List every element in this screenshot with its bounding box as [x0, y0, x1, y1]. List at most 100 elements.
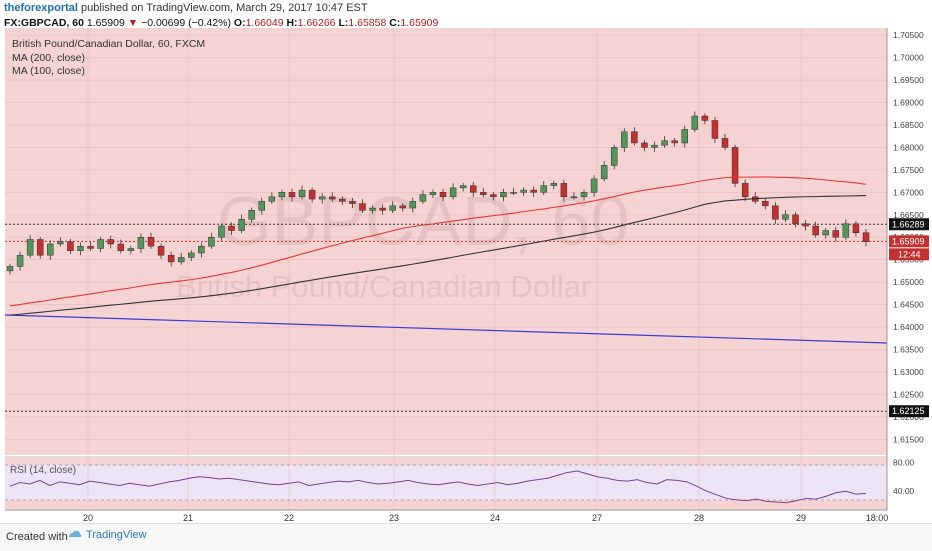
- candle-body: [832, 230, 840, 238]
- high-value: 1.66266: [297, 17, 336, 29]
- candle-body: [228, 225, 235, 231]
- time-tick-label: 27: [592, 513, 602, 523]
- candle-body: [288, 192, 296, 198]
- candle-body: [721, 138, 729, 148]
- candle-body: [379, 207, 386, 211]
- candle-body: [26, 239, 34, 256]
- candle-body: [621, 131, 628, 148]
- candle-body: [6, 266, 14, 272]
- svg-text:1.65909: 1.65909: [892, 236, 925, 246]
- rsi-band: [5, 465, 887, 500]
- price-tick-label: 1.69000: [893, 98, 924, 108]
- candle-body: [580, 192, 588, 198]
- rsi-line: [9, 470, 867, 504]
- candle-body: [167, 254, 175, 263]
- price-tick-label: 1.64500: [893, 300, 924, 310]
- price-tick-label: 1.63500: [893, 344, 924, 354]
- candle-body: [117, 243, 125, 251]
- price-tick-label: 1.70000: [893, 53, 924, 63]
- legend-ma100: MA (100, close): [12, 65, 85, 77]
- candle-body: [802, 223, 809, 227]
- open-value: 1.66049: [245, 17, 284, 29]
- time-tick-label: 23: [389, 513, 399, 523]
- close-label: C:: [389, 17, 401, 29]
- publish-line: theforexportal published on TradingView.…: [4, 2, 368, 14]
- candle-body: [258, 201, 266, 211]
- change-arrow-icon: ▼: [127, 17, 139, 29]
- candle-body: [409, 201, 417, 209]
- candle-body: [691, 115, 699, 130]
- candle-body: [731, 147, 739, 184]
- low-label: L:: [338, 17, 349, 29]
- publisher-name[interactable]: theforexportal: [4, 2, 78, 14]
- candle-body: [651, 144, 658, 148]
- svg-text:12:44: 12:44: [898, 249, 921, 259]
- candle-body: [711, 120, 719, 139]
- candle-body: [631, 131, 638, 144]
- candle-body: [641, 142, 648, 148]
- candle-body: [550, 183, 558, 186]
- watermark-name: British Pound/Canadian Dollar: [176, 269, 591, 304]
- candle-body: [97, 239, 104, 249]
- candle-body: [389, 205, 396, 211]
- time-tick-label: 21: [183, 513, 193, 523]
- candle-body: [842, 223, 850, 238]
- time-tick-label: 18:00: [866, 513, 889, 523]
- candle-body: [852, 223, 860, 233]
- candle-body: [419, 194, 427, 202]
- legend-instrument: British Pound/Canadian Dollar, 60, FXCM: [12, 38, 205, 50]
- trendline[interactable]: [4, 314, 888, 344]
- candle-body: [500, 192, 507, 198]
- price-tick-label: 1.63000: [893, 367, 924, 377]
- candle-body: [540, 185, 547, 193]
- rsi-tick-label: 80.00: [893, 457, 915, 467]
- tradingview-link[interactable]: TradingView: [68, 529, 147, 541]
- symbol-label: FX:GBPCAD, 60: [4, 17, 84, 29]
- candle-body: [369, 207, 376, 211]
- candle-body: [127, 248, 135, 251]
- candle-body: [147, 236, 155, 247]
- candle-body: [671, 140, 678, 144]
- price-tick-label: 1.67000: [893, 187, 924, 197]
- candle-body: [137, 236, 145, 249]
- candle-body: [339, 198, 346, 202]
- time-tick-label: 24: [490, 513, 500, 523]
- candle-body: [782, 214, 789, 220]
- candle-body: [772, 205, 779, 220]
- candle-body: [812, 225, 819, 236]
- candle-body: [47, 243, 54, 256]
- candle-body: [681, 129, 688, 144]
- price-tick-label: 1.69500: [893, 75, 924, 85]
- candle-body: [449, 187, 457, 198]
- candle-body: [177, 257, 185, 263]
- rsi-axis-labels: 80.00 40.00: [893, 457, 915, 496]
- ma-200-line: [9, 195, 867, 316]
- candle-body: [701, 115, 709, 121]
- price-gridlines: [5, 34, 887, 440]
- candle-body: [610, 147, 618, 166]
- price-change: −0.00699 (−0.42%): [141, 17, 231, 29]
- candle-body: [349, 201, 356, 204]
- candle-body: [741, 183, 749, 198]
- candle-body: [560, 183, 568, 198]
- price-tag-upper: 1.66289: [889, 218, 929, 231]
- candle-body: [67, 241, 74, 251]
- candle-body: [429, 192, 437, 195]
- candle-body: [600, 165, 608, 180]
- quote-line: FX:GBPCAD, 60 1.65909 ▼ −0.00699 (−0.42%…: [4, 17, 438, 29]
- price-chart[interactable]: GBPCAD, 60 British Pound/Canadian Dollar…: [0, 0, 932, 523]
- candle-body: [248, 210, 255, 220]
- candle-body: [510, 192, 517, 194]
- candle-body: [198, 245, 205, 254]
- candle-body: [590, 178, 598, 193]
- candle-body: [268, 196, 276, 202]
- low-value: 1.65858: [348, 17, 387, 29]
- candle-body: [762, 201, 769, 207]
- candle-body: [359, 203, 366, 211]
- high-label: H:: [286, 17, 298, 29]
- candle-body: [298, 189, 306, 198]
- candle-body: [822, 230, 829, 236]
- price-tick-label: 1.68500: [893, 120, 924, 130]
- candle-body: [661, 140, 668, 146]
- candle-body: [77, 245, 84, 251]
